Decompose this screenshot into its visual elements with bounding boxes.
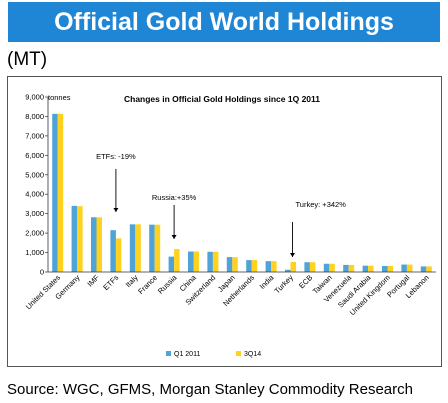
legend-swatch — [236, 351, 241, 356]
bar-q1-2011 — [188, 251, 194, 272]
x-tick-label: Russia — [156, 272, 179, 295]
bar-3q14 — [174, 249, 180, 272]
x-tick-label: Turkey — [273, 273, 296, 296]
legend-label: 3Q14 — [244, 351, 261, 358]
bar-3q14 — [329, 263, 335, 272]
bar-q1-2011 — [71, 205, 78, 272]
title-banner: Official Gold World Holdings — [8, 2, 440, 42]
bar-q1-2011 — [207, 251, 213, 272]
bar-q1-2011 — [362, 265, 369, 272]
bar-3q14 — [406, 264, 413, 272]
bar-q1-2011 — [110, 230, 116, 272]
bar-q1-2011 — [52, 113, 58, 272]
unit-label: (MT) — [7, 49, 48, 70]
bar-q1-2011 — [129, 224, 136, 272]
x-tick-label: ETFs — [101, 273, 120, 292]
y-tick-label: 6,000 — [25, 151, 44, 160]
annotation-label: Turkey: +342% — [296, 200, 347, 209]
chart-panel: Changes in Official Gold Holdings since … — [7, 76, 442, 367]
bar-q1-2011 — [420, 266, 427, 272]
bar-3q14 — [193, 251, 199, 272]
x-tick-label: Italy — [124, 273, 140, 289]
bar-q1-2011 — [226, 257, 233, 272]
x-tick-label: IMF — [85, 273, 101, 289]
legend-swatch — [166, 351, 171, 356]
y-tick-label: 8,000 — [25, 112, 44, 121]
bar-q1-2011 — [168, 256, 175, 272]
x-tick-label: France — [136, 273, 159, 296]
bar-q1-2011 — [343, 264, 349, 272]
bar-q1-2011 — [323, 263, 330, 272]
bar-3q14 — [57, 113, 64, 272]
bar-q1-2011 — [91, 217, 97, 272]
legend-label: Q1 2011 — [174, 351, 200, 358]
bar-q1-2011 — [304, 262, 310, 272]
y-tick-label: 5,000 — [25, 170, 44, 179]
y-tick-label: 4,000 — [25, 190, 44, 199]
bar-3q14 — [309, 262, 316, 272]
bar-3q14 — [115, 238, 122, 272]
annotation-arrowhead — [290, 253, 295, 257]
source-note: Source: WGC, GFMS, Morgan Stanley Commod… — [7, 381, 413, 398]
bar-3q14 — [368, 265, 374, 272]
bar-q1-2011 — [149, 224, 155, 272]
page-title: Official Gold World Holdings — [54, 7, 394, 36]
bar-3q14 — [426, 266, 432, 272]
bar-3q14 — [348, 264, 355, 272]
bar-q1-2011 — [246, 260, 252, 272]
bar-3q14 — [77, 206, 83, 272]
y-tick-label: 0 — [40, 268, 44, 277]
y-tick-label: 2,000 — [25, 229, 44, 238]
bar-3q14 — [271, 261, 277, 272]
bar-q1-2011 — [285, 269, 291, 272]
bar-chart: Changes in Official Gold Holdings since … — [24, 93, 436, 358]
bar-3q14 — [290, 261, 296, 272]
y-tick-label: 3,000 — [25, 209, 44, 218]
bar-q1-2011 — [382, 265, 388, 272]
bar-q1-2011 — [401, 264, 407, 272]
y-tick-label: 7,000 — [25, 131, 44, 140]
bar-3q14 — [232, 257, 238, 272]
bar-3q14 — [96, 217, 102, 272]
bar-q1-2011 — [265, 261, 272, 272]
chart-title: Changes in Official Gold Holdings since … — [124, 94, 320, 104]
chart-legend: Q1 2011 3Q14 — [166, 351, 261, 358]
bar-3q14 — [387, 265, 393, 272]
bar-3q14 — [135, 224, 141, 272]
y-tick-label: 9,000 — [25, 93, 44, 102]
annotation-arrowhead — [113, 208, 119, 212]
annotation-label: ETFs: -19% — [96, 152, 136, 161]
annotation-label: Russia:+35% — [152, 193, 197, 202]
bar-3q14 — [212, 251, 219, 272]
bar-3q14 — [251, 260, 258, 272]
y-tick-label: 1,000 — [25, 248, 44, 257]
annotation-arrowhead — [171, 235, 177, 239]
y-axis-label: tonnes — [48, 93, 71, 102]
bar-3q14 — [154, 224, 161, 272]
